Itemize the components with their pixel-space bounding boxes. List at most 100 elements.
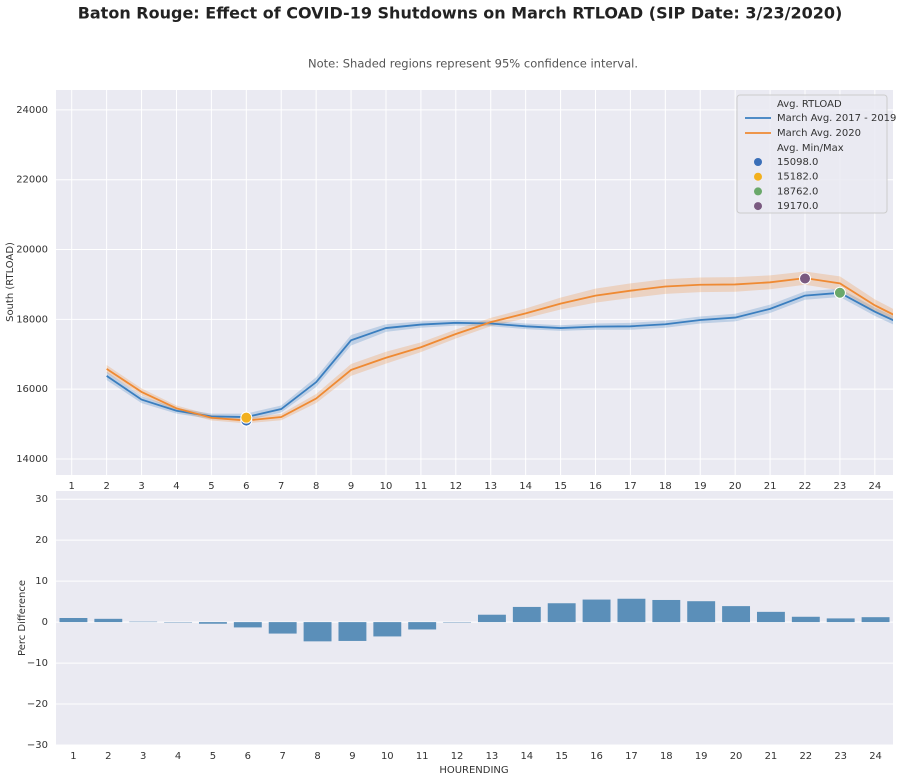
confidence-band xyxy=(106,288,893,421)
bar xyxy=(512,606,541,623)
x-tick-label: 16 xyxy=(589,481,602,492)
x-tick-label: 17 xyxy=(624,481,637,492)
y-tick-label: 22000 xyxy=(16,175,48,186)
x-tick-label: 18 xyxy=(660,751,673,762)
x-tick-label: 20 xyxy=(729,481,742,492)
bar xyxy=(373,622,402,637)
x-tick-label: 3 xyxy=(138,481,144,492)
legend-label: 19170.0 xyxy=(777,201,818,212)
x-tick-label: 10 xyxy=(381,751,394,762)
legend-title: Avg. Min/Max xyxy=(777,143,844,154)
bar xyxy=(861,617,890,623)
legend-label: 15098.0 xyxy=(777,157,818,168)
bar xyxy=(582,599,611,623)
x-tick-label: 4 xyxy=(173,481,179,492)
x-tick-label: 11 xyxy=(415,481,428,492)
y-axis-label: Perc Difference xyxy=(17,580,28,656)
bar xyxy=(268,622,297,634)
y-axis-label: South (RTLOAD) xyxy=(5,242,16,322)
x-tick-label: 2 xyxy=(105,751,111,762)
x-tick-label: 14 xyxy=(519,481,532,492)
legend-label: March Avg. 2017 - 2019 xyxy=(777,113,896,124)
x-axis-label: HOURENDING xyxy=(439,765,508,776)
y-tick-label: 14000 xyxy=(16,454,48,465)
x-tick-label: 22 xyxy=(799,751,812,762)
x-tick-label: 5 xyxy=(210,751,216,762)
legend-title: Avg. RTLOAD xyxy=(777,99,842,110)
x-tick-label: 10 xyxy=(380,481,393,492)
x-tick-label: 21 xyxy=(764,481,777,492)
x-tick-label: 6 xyxy=(243,481,249,492)
y-tick-label: −20 xyxy=(27,699,48,710)
legend-swatch xyxy=(754,172,762,181)
x-tick-label: 15 xyxy=(554,481,567,492)
bar xyxy=(408,622,437,630)
x-tick-label: 12 xyxy=(449,481,462,492)
x-tick-label: 23 xyxy=(834,751,847,762)
legend-swatch xyxy=(754,158,762,166)
y-tick-label: 30 xyxy=(35,494,48,505)
x-tick-label: 8 xyxy=(314,751,320,762)
x-tick-label: 14 xyxy=(520,751,533,762)
x-tick-label: 22 xyxy=(799,481,812,492)
x-tick-label: 13 xyxy=(486,751,499,762)
bar xyxy=(338,622,367,641)
bar xyxy=(617,598,646,623)
bar xyxy=(722,606,751,623)
x-tick-label: 21 xyxy=(765,751,778,762)
x-tick-label: 11 xyxy=(416,751,429,762)
legend-swatch xyxy=(754,187,762,196)
x-tick-label: 4 xyxy=(175,751,181,762)
y-tick-label: 0 xyxy=(42,617,48,628)
y-tick-label: 24000 xyxy=(16,105,48,116)
x-tick-label: 9 xyxy=(349,751,355,762)
x-tick-label: 6 xyxy=(245,751,251,762)
x-tick-label: 19 xyxy=(695,751,708,762)
bar xyxy=(198,622,227,624)
bar xyxy=(94,618,123,623)
x-tick-label: 24 xyxy=(868,481,881,492)
x-tick-label: 24 xyxy=(869,751,882,762)
y-tick-label: 18000 xyxy=(16,314,48,325)
x-tick-label: 9 xyxy=(348,481,354,492)
y-tick-label: 20000 xyxy=(16,245,48,256)
x-tick-label: 18 xyxy=(659,481,672,492)
y-tick-label: 16000 xyxy=(16,384,48,395)
bar xyxy=(756,611,785,623)
legend-label: 18762.0 xyxy=(777,186,818,197)
chart-title: Baton Rouge: Effect of COVID-19 Shutdown… xyxy=(78,4,843,23)
x-tick-label: 7 xyxy=(278,481,284,492)
confidence-band xyxy=(106,271,893,424)
x-tick-label: 1 xyxy=(69,481,75,492)
bar xyxy=(687,601,716,623)
bar xyxy=(233,622,262,628)
chart-subtitle: Note: Shaded regions represent 95% confi… xyxy=(308,57,638,71)
x-tick-label: 2 xyxy=(103,481,109,492)
x-tick-label: 23 xyxy=(834,481,847,492)
x-tick-label: 16 xyxy=(590,751,603,762)
x-tick-label: 17 xyxy=(625,751,638,762)
bar xyxy=(791,616,820,623)
y-tick-label: 20 xyxy=(35,535,48,546)
x-tick-label: 1 xyxy=(70,751,76,762)
x-tick-label: 5 xyxy=(208,481,214,492)
x-tick-label: 7 xyxy=(280,751,286,762)
x-tick-label: 19 xyxy=(694,481,707,492)
x-tick-label: 13 xyxy=(484,481,497,492)
bar xyxy=(652,599,681,623)
bar xyxy=(303,622,332,642)
min-max-point xyxy=(799,272,812,285)
x-tick-label: 8 xyxy=(313,481,319,492)
bar xyxy=(477,614,506,623)
y-tick-label: 10 xyxy=(35,576,48,587)
x-tick-label: 15 xyxy=(555,751,568,762)
x-tick-label: 20 xyxy=(730,751,743,762)
plot-area xyxy=(56,491,893,745)
legend-label: March Avg. 2020 xyxy=(777,128,861,139)
legend-box xyxy=(736,94,888,214)
bar xyxy=(59,618,88,623)
bar xyxy=(826,618,855,623)
x-tick-label: 3 xyxy=(140,751,146,762)
y-tick-label: −10 xyxy=(27,658,48,669)
